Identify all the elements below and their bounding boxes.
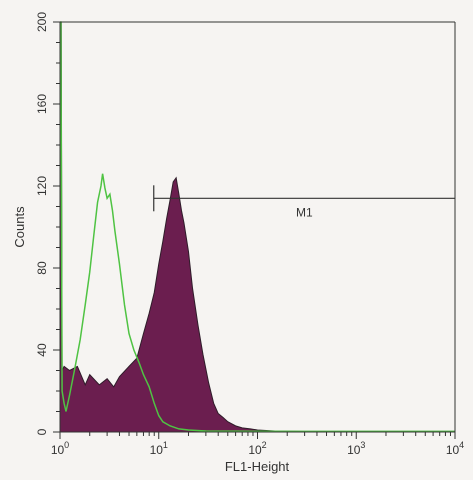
y-tick-label-2: 80	[35, 261, 49, 275]
y-axis-ticks: 0 40 80 120 160 200	[35, 12, 60, 435]
marker-layer: M1	[153, 185, 455, 219]
y-tick-label-4: 160	[35, 94, 49, 114]
y-tick-label-3: 120	[35, 176, 49, 196]
series-1-area	[59, 21, 456, 433]
y-axis-label: Counts	[12, 206, 27, 248]
x-tick-label-2: 102	[248, 440, 266, 457]
x-tick-label-4: 104	[446, 440, 464, 457]
x-tick-label-3: 103	[347, 440, 365, 457]
plot-layer	[59, 21, 456, 433]
y-tick-label-0: 0	[35, 428, 49, 435]
x-tick-label-0: 100	[51, 440, 69, 457]
x-tick-label-1: 101	[150, 440, 168, 457]
x-axis-label: FL1-Height	[225, 459, 290, 474]
y-tick-label-1: 40	[35, 343, 49, 357]
y-tick-label-5: 200	[35, 12, 49, 32]
marker-label: M1	[296, 205, 313, 219]
series-2-line	[60, 21, 455, 433]
x-axis-ticks: 100 101 102 103 104	[51, 432, 464, 457]
